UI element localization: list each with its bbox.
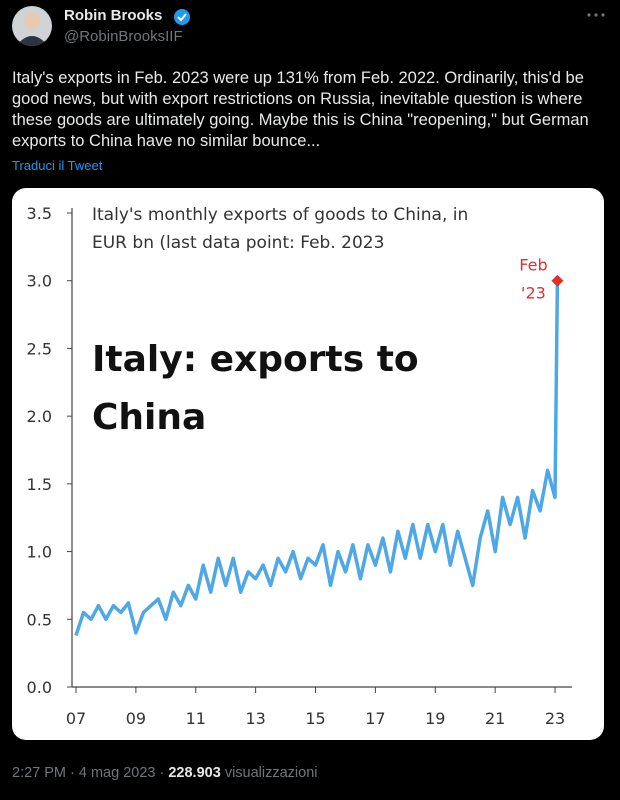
chart-title: EUR bn (last data point: Feb. 2023: [92, 233, 384, 253]
avatar-image: [16, 13, 48, 46]
y-tick-label: 2.5: [27, 339, 52, 358]
chart-annotation: Italy: exports to: [92, 339, 419, 380]
last-point-label: Feb: [519, 256, 547, 275]
x-tick-label: 11: [186, 709, 206, 728]
author-handle[interactable]: @RobinBrooksIIF: [64, 28, 183, 45]
y-tick-label: 1.0: [27, 543, 52, 562]
chart: 0.0 0.5 1.0 1.5 2.0 2.5 3.0 3.5 07 09 11 13 15 17 19 21…: [27, 204, 572, 728]
x-tick-label: 15: [305, 709, 325, 728]
y-tick-label: 2.0: [27, 407, 52, 426]
last-point-label: '23: [521, 284, 546, 303]
y-tick-label: 0.0: [27, 678, 52, 697]
tweet-text: Italy's exports in Feb. 2023 were up 131…: [12, 69, 589, 150]
more-menu[interactable]: [584, 10, 608, 20]
avatar[interactable]: [12, 6, 52, 46]
y-tick-label: 1.5: [27, 475, 52, 494]
tweet-meta: 2:27 PM · 4 mag 2023 · 228.903 visualizz…: [12, 765, 318, 781]
x-tick-label: 23: [545, 709, 565, 728]
x-tick-label: 09: [126, 709, 146, 728]
chart-title: Italy's monthly exports of goods to Chin…: [92, 205, 468, 225]
author-name[interactable]: Robin Brooks: [64, 7, 163, 24]
verified-badge: [174, 9, 190, 25]
chart-annotation: China: [92, 397, 206, 438]
view-count: 228.903: [168, 765, 221, 781]
views-label: visualizzazioni: [224, 765, 318, 781]
timestamp: 2:27 PM · 4 mag 2023 ·: [12, 765, 169, 781]
x-tick-label: 07: [66, 709, 86, 728]
data-line: [74, 280, 560, 637]
x-tick-label: 19: [425, 709, 445, 728]
x-tick-label: 13: [245, 709, 265, 728]
translate-link[interactable]: Traduci il Tweet: [12, 158, 103, 173]
last-point-marker: [551, 274, 564, 287]
y-tick-label: 0.5: [27, 610, 52, 629]
tweet-image[interactable]: 0.0 0.5 1.0 1.5 2.0 2.5 3.0 3.5 07 09 11 13 15 17 19 21…: [12, 188, 604, 740]
y-tick-label: 3.5: [27, 204, 52, 223]
x-tick-label: 21: [485, 709, 505, 728]
y-tick-label: 3.0: [27, 272, 52, 291]
x-tick-label: 17: [365, 709, 385, 728]
